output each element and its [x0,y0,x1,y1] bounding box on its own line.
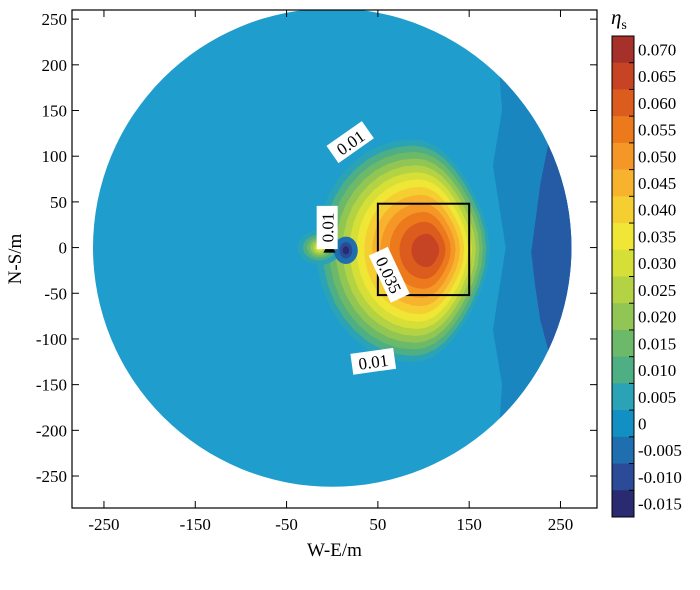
y-tick-label: 100 [42,147,68,166]
colorbar-tick-label: 0 [638,414,647,433]
colorbar-tick-label: 0.025 [638,281,676,300]
colorbar-band [612,249,634,277]
y-tick-label: 150 [42,102,68,121]
colorbar-tick-label: 0.055 [638,121,676,140]
contour-field [92,8,572,487]
contour-label-text: 0.01 [319,213,338,243]
y-tick-label: -100 [36,330,67,349]
colorbar-band [612,436,634,465]
y-tick-label: -150 [36,376,67,395]
contour-label-4: 0.01 [350,347,397,375]
y-tick-label: 250 [42,10,68,29]
colorbar-band [612,89,634,117]
y-axis-title: N-S/m [5,233,26,284]
colorbar-band [612,303,634,331]
colorbar-title: ηs [611,5,627,33]
colorbar-tick-label: 0.040 [638,201,676,220]
colorbar-tick-label: 0.030 [638,254,676,273]
colorbar-tick-label: 0.015 [638,334,676,353]
colorbar-tick-label: 0.035 [638,227,676,246]
colorbar-band [612,169,634,197]
contour-label-2: 0.01 [316,205,338,250]
colorbar-band [612,276,634,304]
y-tick-label: -50 [44,284,67,303]
x-tick-label: 250 [548,515,574,534]
colorbar-tick-label: 0.020 [638,308,676,327]
x-tick-label: 50 [369,515,386,534]
colorbar-tick-label: 0.050 [638,147,676,166]
source-trough-3 [342,246,350,255]
colorbar-tick-label: 0.010 [638,361,676,380]
colorbar-tick-label: 0.005 [638,388,676,407]
x-axis-title: W-E/m [307,540,362,561]
colorbar-band [612,142,634,171]
colorbar-band [612,196,634,224]
contour-label-bg [350,347,397,375]
contour-label-text: 0.01 [357,351,389,374]
region-east-edge [531,64,572,431]
colorbar-band [612,410,634,438]
y-tick-label: 50 [50,193,67,212]
y-tick-label: 200 [42,56,68,75]
colorbar-title-symbol: η [611,5,621,29]
colorbar: 0.070 0.065 0.060 0.055 0.050 0.045 0.040 0.035… [611,35,682,518]
y-tick-label: 0 [59,239,68,258]
x-tick-label: -250 [88,515,119,534]
colorbar-tick-label: -0.015 [638,495,682,514]
colorbar-band [612,223,634,251]
colorbar-band [612,329,634,358]
x-tick-label: -50 [275,515,298,534]
contour-label-bg [326,121,374,164]
colorbar-band [612,62,634,90]
target-rectangle [376,202,471,297]
colorbar-band [612,356,634,384]
axes: -250 -150 -50 50 150 250 250 200 150 100 50 0 -50 -10… [36,9,598,534]
colorbar-tick-label: 0.065 [638,67,676,86]
colorbar-title-subscript: s [621,18,626,33]
y-tick-label: -200 [36,421,67,440]
colorbar-tick-label: -0.010 [638,468,682,487]
colorbar-tick-label: -0.005 [638,441,682,460]
anomaly-contour-13 [411,233,440,267]
colorbar-tick-label: 0.070 [638,40,676,59]
colorbar-band [612,463,634,491]
colorbar-band [612,36,634,64]
x-tick-label: 150 [456,515,482,534]
colorbar-band [612,383,634,411]
x-tick-label: -150 [180,515,211,534]
contour-label-bg [368,246,410,303]
colorbar-tick-label: 0.060 [638,94,676,113]
contour-label-bg [316,205,338,250]
y-tick-label: -250 [36,467,67,486]
plot-frame [71,9,598,509]
colorbar-band [612,116,634,144]
colorbar-band [612,490,634,518]
colorbar-tick-label: 0.045 [638,174,676,193]
